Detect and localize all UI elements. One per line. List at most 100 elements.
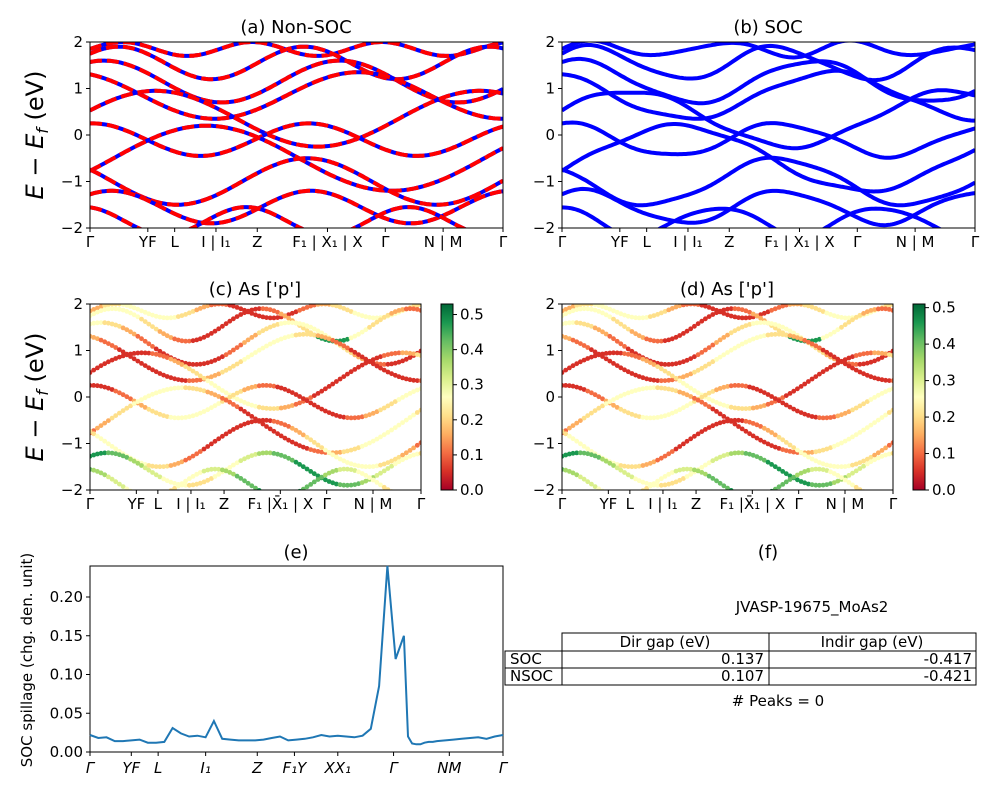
band-point xyxy=(890,308,893,313)
band-point xyxy=(886,387,892,393)
band-point xyxy=(109,387,115,392)
band-point xyxy=(890,450,893,456)
band-point xyxy=(352,415,358,421)
band-point xyxy=(644,462,649,467)
ytick-label: −2 xyxy=(533,481,555,499)
band-point xyxy=(120,484,126,489)
band-point xyxy=(636,374,642,379)
band-point xyxy=(135,350,141,356)
band-point xyxy=(289,320,295,325)
band-point xyxy=(688,304,694,307)
band-point xyxy=(640,315,646,321)
band-point xyxy=(714,387,719,393)
band-point xyxy=(732,345,738,351)
band-point xyxy=(275,338,280,343)
band-point xyxy=(407,306,413,312)
band-point xyxy=(242,400,247,405)
band-point xyxy=(98,363,104,369)
band-point xyxy=(98,423,104,428)
band-point xyxy=(736,343,741,349)
band-point xyxy=(714,421,719,427)
band-point xyxy=(352,446,358,452)
band-point xyxy=(267,450,273,456)
band-point xyxy=(186,361,192,367)
band-point xyxy=(684,392,690,398)
band-point xyxy=(728,451,734,456)
band-point xyxy=(651,338,657,344)
band-point xyxy=(592,304,598,307)
band-point xyxy=(278,321,284,326)
band-point xyxy=(256,383,262,389)
band-point xyxy=(286,334,291,339)
band-point xyxy=(839,315,844,320)
band-point xyxy=(260,306,266,312)
band-point xyxy=(297,462,302,467)
band-point xyxy=(611,463,616,468)
band-point xyxy=(95,309,100,315)
band-point xyxy=(567,320,572,326)
band-point xyxy=(183,478,189,484)
band-point xyxy=(633,464,638,469)
band-point xyxy=(732,405,738,411)
band-point xyxy=(323,386,328,392)
band-point xyxy=(776,328,782,333)
band-point xyxy=(651,415,657,421)
band-point xyxy=(397,493,402,498)
band-point xyxy=(699,429,705,434)
band-point xyxy=(175,314,181,319)
band-point xyxy=(607,350,613,356)
band-point xyxy=(201,446,207,452)
band-point xyxy=(168,375,174,381)
band-point xyxy=(750,405,756,411)
band-point xyxy=(102,438,108,444)
band-point xyxy=(791,334,797,339)
band-point xyxy=(728,404,734,410)
band-point xyxy=(212,304,218,307)
band-point xyxy=(190,482,196,488)
band-point xyxy=(633,413,638,418)
band-point xyxy=(581,444,587,449)
band-point xyxy=(791,304,797,307)
band-point xyxy=(574,472,580,478)
band-point xyxy=(139,336,144,342)
band-point xyxy=(820,467,826,472)
band-point xyxy=(828,445,833,451)
band-point xyxy=(297,307,302,313)
band-point xyxy=(669,449,675,454)
band-point xyxy=(589,449,594,454)
band-point xyxy=(743,451,749,456)
band-point xyxy=(359,443,365,449)
material-id: JVASP-19675_MoAs2 xyxy=(735,598,889,617)
band-point xyxy=(378,317,383,323)
band-point xyxy=(282,422,288,428)
band-point xyxy=(717,420,723,426)
band-point xyxy=(293,332,299,338)
band-point xyxy=(839,412,844,418)
band-point xyxy=(304,466,310,472)
band-point xyxy=(131,351,137,356)
band-point xyxy=(308,400,314,406)
band-point xyxy=(666,451,672,457)
band-point xyxy=(780,469,786,474)
band-point xyxy=(260,405,266,411)
band-point xyxy=(614,350,620,356)
ytick-label: −1 xyxy=(61,173,83,191)
band-point xyxy=(392,456,398,462)
band-point xyxy=(879,391,885,396)
band-point xyxy=(253,403,258,409)
band-point xyxy=(853,461,859,467)
ytick-label: 0 xyxy=(545,388,555,406)
band-point xyxy=(567,336,572,342)
band-point xyxy=(157,348,163,354)
band-point xyxy=(831,471,837,476)
band-point xyxy=(589,306,594,312)
band-point xyxy=(242,409,247,414)
band-point xyxy=(875,392,881,398)
band-point xyxy=(113,306,119,312)
band-point xyxy=(407,391,413,396)
band-point xyxy=(205,389,211,395)
band-point xyxy=(209,405,214,411)
band-point xyxy=(256,306,262,312)
band-point xyxy=(839,324,844,330)
band-point xyxy=(153,390,159,396)
